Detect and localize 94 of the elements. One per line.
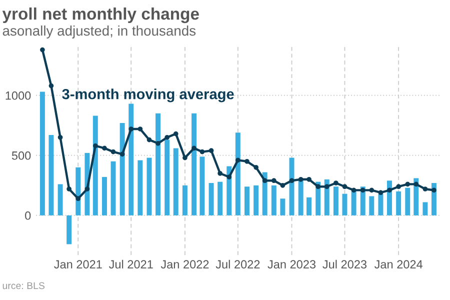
point [164, 134, 170, 140]
bar [254, 185, 259, 216]
point [334, 180, 338, 186]
bar [138, 160, 143, 216]
point [40, 47, 45, 52]
x-tick-label: Jul 2023 [322, 260, 367, 269]
text: urce: BLS [2, 282, 44, 290]
bar [146, 158, 152, 216]
bar [156, 113, 161, 216]
point [396, 184, 401, 190]
point [48, 83, 54, 88]
bar [218, 182, 223, 216]
x-tick-label: Jan 2021 [54, 260, 102, 269]
bar [164, 140, 170, 216]
bar [92, 116, 98, 216]
point [414, 182, 419, 187]
point [271, 178, 276, 184]
point [342, 184, 348, 190]
point [244, 158, 250, 164]
bar [66, 215, 72, 244]
point [102, 146, 107, 151]
bar [128, 104, 134, 216]
x-tick-label: Jul 2021 [108, 260, 153, 269]
point [369, 188, 374, 193]
point [432, 188, 436, 193]
bar [102, 177, 107, 216]
bar [110, 161, 116, 216]
point [262, 178, 268, 184]
bar [369, 196, 374, 216]
point [422, 186, 428, 192]
point [84, 186, 90, 192]
bar [333, 186, 338, 216]
x-tick-label: Jan 2024 [374, 260, 423, 269]
y-tick-label: 500 [12, 151, 31, 160]
point [128, 126, 134, 132]
bar [244, 186, 250, 216]
bar [342, 194, 348, 216]
bar [280, 198, 286, 216]
bar [200, 156, 205, 216]
point [200, 149, 205, 154]
point [110, 149, 116, 154]
point [173, 131, 178, 136]
point [360, 188, 366, 193]
bar [173, 148, 178, 216]
y-tick-label: 0 [25, 211, 31, 220]
point [387, 188, 392, 193]
bar [298, 180, 304, 216]
bar [378, 194, 384, 216]
point [378, 190, 384, 196]
bar [405, 188, 410, 216]
bar [48, 135, 54, 216]
point [289, 178, 294, 184]
point [280, 182, 286, 188]
point [120, 152, 125, 157]
bar [306, 197, 312, 216]
point [351, 188, 356, 193]
bar [396, 191, 402, 216]
bar [58, 184, 63, 216]
bar [351, 190, 356, 216]
bar [120, 123, 125, 216]
bar [271, 185, 276, 216]
point [226, 174, 232, 180]
point [218, 170, 222, 176]
point [92, 143, 98, 148]
point [138, 126, 143, 132]
bar [40, 92, 45, 216]
point [182, 155, 188, 160]
point [324, 184, 330, 190]
bar [182, 185, 188, 216]
bar [76, 167, 81, 216]
point [208, 148, 214, 154]
point [156, 140, 160, 146]
bar [422, 202, 428, 216]
x-tick-label: Jul 2022 [216, 260, 260, 269]
series-label: 3-month moving average [62, 88, 234, 102]
bar [192, 113, 197, 216]
chart-subtitle: asonally adjusted; in thousands [2, 26, 196, 38]
chart-title: yroll net monthly change [2, 8, 199, 24]
point [76, 196, 81, 202]
point [306, 176, 312, 182]
bar [208, 183, 214, 216]
point [298, 176, 304, 182]
y-tick-label: 1000 [6, 91, 31, 100]
bar [235, 132, 240, 216]
point [66, 186, 72, 192]
point [235, 158, 240, 163]
point [58, 134, 63, 140]
point [192, 146, 196, 151]
point [254, 164, 258, 170]
point [405, 182, 410, 187]
x-tick-label: Jan 2022 [160, 260, 209, 269]
x-tick-label: Jan 2023 [268, 260, 316, 269]
point [146, 137, 152, 142]
point [316, 184, 321, 190]
